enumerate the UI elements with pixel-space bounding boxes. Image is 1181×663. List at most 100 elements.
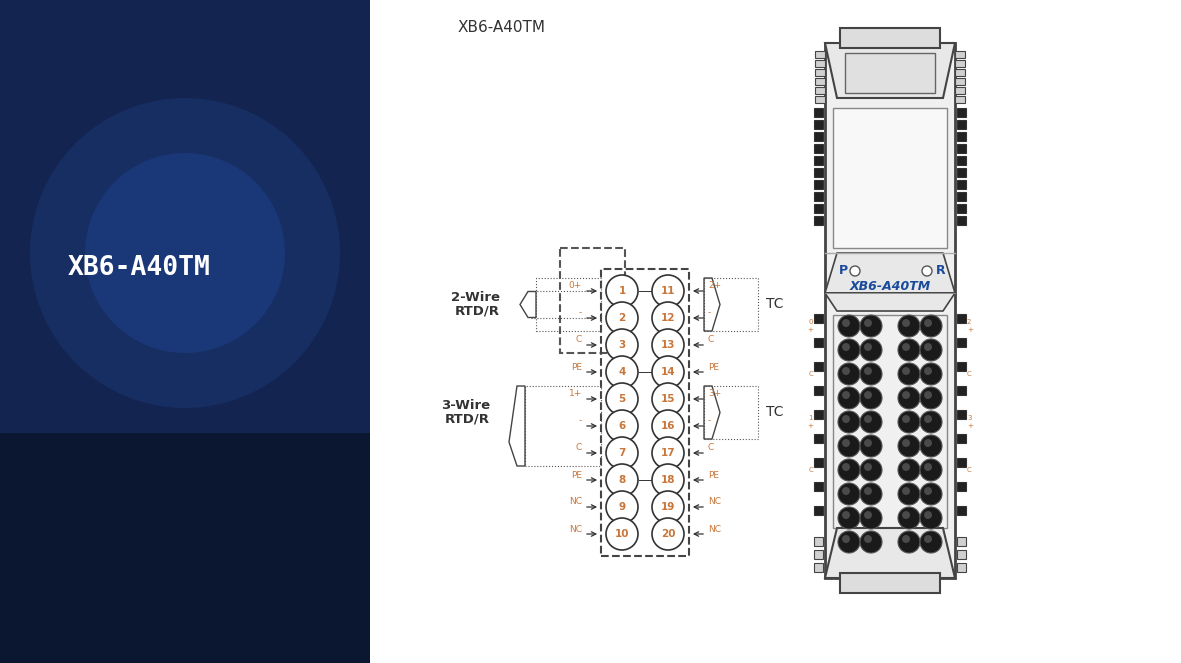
Circle shape (898, 507, 920, 529)
Bar (955, 78, 965, 85)
Bar (814, 156, 823, 165)
Bar (957, 458, 966, 467)
Circle shape (652, 383, 684, 415)
Bar (840, 28, 940, 48)
Circle shape (924, 367, 932, 375)
Circle shape (839, 387, 860, 409)
Circle shape (924, 463, 932, 471)
Bar (815, 69, 826, 76)
Circle shape (924, 415, 932, 423)
Bar (955, 51, 965, 58)
Circle shape (920, 531, 942, 553)
Circle shape (606, 410, 638, 442)
Bar (955, 69, 965, 76)
Text: 7: 7 (619, 448, 626, 458)
Circle shape (606, 302, 638, 334)
Circle shape (652, 491, 684, 523)
Circle shape (606, 329, 638, 361)
Bar (957, 180, 966, 189)
Circle shape (839, 435, 860, 457)
Bar (814, 506, 823, 515)
Circle shape (902, 367, 911, 375)
Circle shape (898, 339, 920, 361)
Circle shape (842, 319, 850, 327)
Circle shape (842, 487, 850, 495)
Circle shape (842, 367, 850, 375)
Circle shape (920, 363, 942, 385)
Circle shape (864, 439, 872, 447)
Circle shape (902, 391, 911, 399)
Bar (957, 314, 966, 323)
Circle shape (652, 464, 684, 496)
Circle shape (652, 410, 684, 442)
Text: 18: 18 (660, 475, 676, 485)
Bar (814, 314, 823, 323)
Text: XB6-A40TM: XB6-A40TM (849, 280, 931, 294)
Bar (957, 338, 966, 347)
Circle shape (902, 343, 911, 351)
Circle shape (839, 507, 860, 529)
Text: 19: 19 (661, 502, 676, 512)
Bar (814, 563, 823, 572)
Text: -: - (579, 416, 582, 426)
Circle shape (842, 391, 850, 399)
Circle shape (860, 507, 882, 529)
Circle shape (606, 275, 638, 307)
Circle shape (606, 518, 638, 550)
Bar (814, 180, 823, 189)
Circle shape (860, 363, 882, 385)
Circle shape (920, 459, 942, 481)
Circle shape (920, 483, 942, 505)
Bar (957, 563, 966, 572)
Polygon shape (826, 43, 955, 98)
Text: 3-Wire: 3-Wire (441, 399, 490, 412)
Text: 16: 16 (660, 421, 676, 431)
Bar (957, 204, 966, 213)
Text: 17: 17 (660, 448, 676, 458)
Bar (814, 386, 823, 395)
Circle shape (902, 535, 911, 543)
Text: TC: TC (766, 298, 783, 312)
Bar (815, 96, 826, 103)
Text: NC: NC (569, 497, 582, 507)
Bar (957, 362, 966, 371)
Text: 2: 2 (619, 313, 626, 323)
Circle shape (864, 463, 872, 471)
Bar (814, 204, 823, 213)
Circle shape (842, 535, 850, 543)
Circle shape (902, 463, 911, 471)
Bar (957, 156, 966, 165)
Circle shape (902, 511, 911, 519)
Bar (814, 550, 823, 559)
Circle shape (902, 439, 911, 447)
Circle shape (864, 319, 872, 327)
Bar (814, 108, 823, 117)
Circle shape (864, 391, 872, 399)
Circle shape (860, 459, 882, 481)
Polygon shape (826, 253, 955, 293)
Circle shape (839, 483, 860, 505)
Circle shape (860, 411, 882, 433)
Bar (815, 78, 826, 85)
Bar (955, 60, 965, 67)
Circle shape (898, 411, 920, 433)
Text: PE: PE (707, 471, 719, 479)
Circle shape (924, 343, 932, 351)
Text: 13: 13 (660, 340, 676, 350)
Bar (814, 338, 823, 347)
Circle shape (924, 319, 932, 327)
Text: C: C (576, 335, 582, 345)
Circle shape (920, 339, 942, 361)
Bar (844, 53, 935, 93)
Text: NC: NC (707, 524, 720, 534)
Circle shape (920, 315, 942, 337)
Bar (814, 120, 823, 129)
Circle shape (898, 435, 920, 457)
Bar (526, 386, 601, 466)
Text: 4: 4 (619, 367, 626, 377)
Text: R: R (937, 265, 946, 278)
Text: C: C (808, 467, 813, 473)
Circle shape (864, 511, 872, 519)
Bar (814, 482, 823, 491)
Text: C: C (576, 444, 582, 453)
